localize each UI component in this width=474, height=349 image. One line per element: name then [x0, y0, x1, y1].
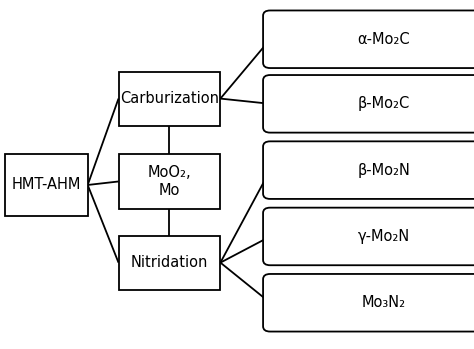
Text: HMT-AHM: HMT-AHM	[11, 178, 81, 192]
FancyBboxPatch shape	[5, 154, 88, 216]
FancyBboxPatch shape	[263, 75, 474, 133]
FancyBboxPatch shape	[263, 10, 474, 68]
FancyBboxPatch shape	[118, 236, 220, 290]
FancyBboxPatch shape	[263, 274, 474, 332]
FancyBboxPatch shape	[263, 208, 474, 265]
Text: Carburization: Carburization	[120, 91, 219, 106]
Text: Nitridation: Nitridation	[131, 255, 208, 270]
FancyBboxPatch shape	[118, 154, 220, 209]
Text: Mo₃N₂: Mo₃N₂	[362, 295, 406, 310]
Text: β-Mo₂C: β-Mo₂C	[358, 96, 410, 111]
Text: β-Mo₂N: β-Mo₂N	[357, 163, 410, 178]
Text: γ-Mo₂N: γ-Mo₂N	[358, 229, 410, 244]
Text: MoO₂,
Mo: MoO₂, Mo	[147, 165, 191, 198]
FancyBboxPatch shape	[263, 141, 474, 199]
FancyBboxPatch shape	[118, 72, 220, 126]
Text: α-Mo₂C: α-Mo₂C	[357, 32, 410, 47]
